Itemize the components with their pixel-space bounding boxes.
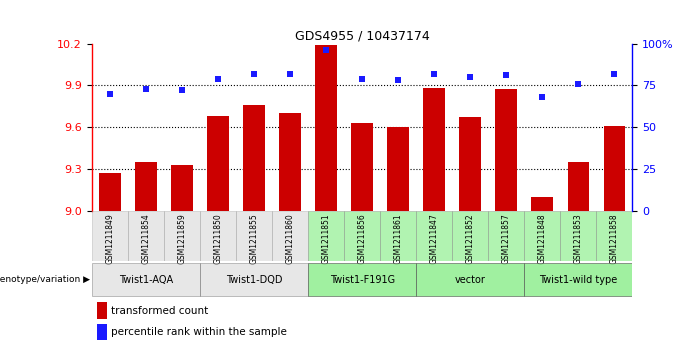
Bar [97,324,107,340]
Bar [352,123,373,211]
Bar [388,127,409,211]
Text: Twist1-F191G: Twist1-F191G [330,274,394,285]
Bar [308,211,344,261]
Bar [524,263,632,296]
Bar [380,211,416,261]
Title: GDS4955 / 10437174: GDS4955 / 10437174 [294,29,430,42]
Bar [200,263,308,296]
Text: GSM1211853: GSM1211853 [574,213,583,264]
Point [320,47,331,53]
Point [212,76,223,82]
Text: Twist1-wild type: Twist1-wild type [539,274,617,285]
Bar [135,162,156,211]
Bar [416,211,452,261]
Point [248,71,259,77]
Bar [316,45,337,211]
Text: GSM1211850: GSM1211850 [214,213,222,264]
Text: GSM1211860: GSM1211860 [286,213,294,264]
Point [176,87,187,93]
Bar [92,211,128,261]
Text: GSM1211854: GSM1211854 [141,213,150,264]
Bar [532,197,553,211]
Text: GSM1211847: GSM1211847 [430,213,439,264]
Bar [560,211,596,261]
Text: GSM1211851: GSM1211851 [322,213,330,264]
Text: GSM1211857: GSM1211857 [502,213,511,264]
Bar [604,126,625,211]
Bar [568,162,589,211]
Point [500,72,511,78]
Bar [164,211,200,261]
Bar [97,302,107,319]
Text: vector: vector [455,274,486,285]
Bar [279,113,301,211]
Text: GSM1211859: GSM1211859 [177,213,186,264]
Point [573,81,583,86]
Text: GSM1211848: GSM1211848 [538,213,547,264]
Text: transformed count: transformed count [111,306,208,316]
Point [392,77,403,83]
Bar [92,263,200,296]
Point [428,71,439,77]
Text: GSM1211852: GSM1211852 [466,213,475,264]
Text: percentile rank within the sample: percentile rank within the sample [111,327,286,337]
Bar [200,211,236,261]
Point [105,91,116,97]
Bar [243,105,265,211]
Bar [524,211,560,261]
Text: GSM1211855: GSM1211855 [250,213,258,264]
Text: GSM1211856: GSM1211856 [358,213,367,264]
Bar [424,88,445,211]
Bar [452,211,488,261]
Text: Twist1-DQD: Twist1-DQD [226,274,282,285]
Text: Twist1-AQA: Twist1-AQA [119,274,173,285]
Bar [496,90,517,211]
Bar [207,116,228,211]
Text: GSM1211849: GSM1211849 [105,213,114,264]
Bar [344,211,380,261]
Bar [308,263,416,296]
Point [284,71,295,77]
Text: genotype/variation ▶: genotype/variation ▶ [0,275,90,284]
Text: GSM1211858: GSM1211858 [610,213,619,264]
Bar [460,117,481,211]
Bar [171,164,192,211]
Point [141,86,152,91]
Bar [99,173,120,211]
Bar [596,211,632,261]
Point [464,74,475,80]
Bar [416,263,524,296]
Point [609,71,619,77]
Text: GSM1211861: GSM1211861 [394,213,403,264]
Point [537,94,547,100]
Point [356,76,367,82]
Bar [272,211,308,261]
Bar [128,211,164,261]
Bar [488,211,524,261]
Bar [236,211,272,261]
